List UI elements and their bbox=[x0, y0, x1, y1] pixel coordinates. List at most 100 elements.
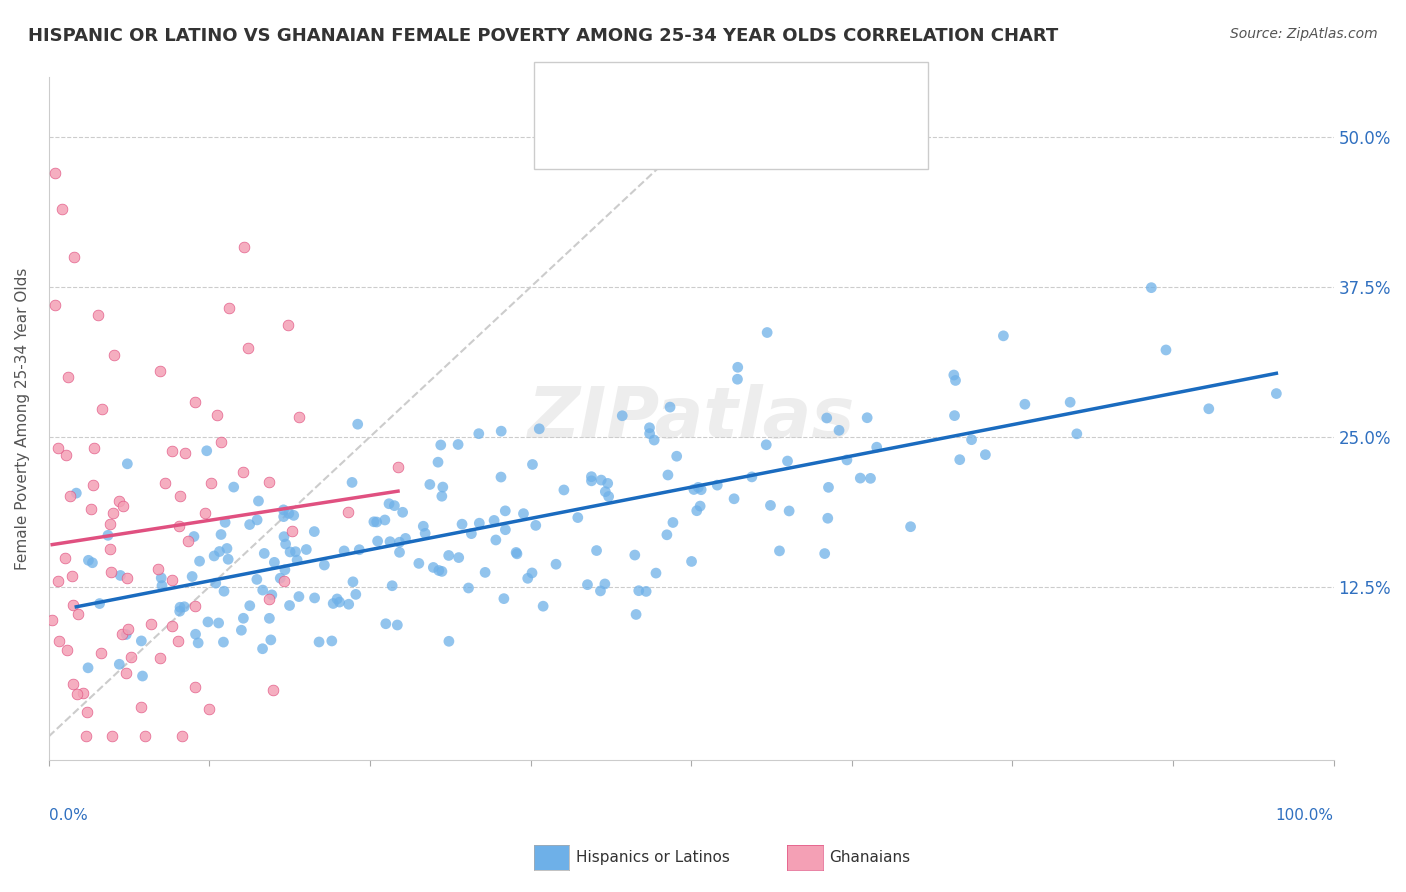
Point bbox=[524, 518, 547, 533]
Point bbox=[859, 471, 882, 485]
Point bbox=[756, 326, 779, 340]
Point bbox=[835, 453, 858, 467]
Point bbox=[170, 730, 193, 744]
Point bbox=[638, 421, 661, 435]
Point bbox=[662, 516, 685, 530]
Point bbox=[468, 516, 491, 531]
Point bbox=[274, 537, 297, 551]
Point bbox=[117, 457, 139, 471]
Point bbox=[67, 607, 90, 621]
Point bbox=[232, 240, 254, 254]
Point bbox=[349, 542, 371, 557]
Point bbox=[108, 657, 131, 672]
Text: HISPANIC OR LATINO VS GHANAIAN FEMALE POVERTY AMONG 25-34 YEAR OLDS CORRELATION : HISPANIC OR LATINO VS GHANAIAN FEMALE PO… bbox=[28, 27, 1059, 45]
Point bbox=[198, 701, 221, 715]
Point bbox=[512, 507, 534, 521]
Point bbox=[134, 730, 156, 744]
Point bbox=[257, 475, 280, 489]
Point bbox=[44, 166, 66, 180]
Point bbox=[1154, 343, 1177, 357]
Point bbox=[849, 471, 872, 485]
Point bbox=[111, 626, 134, 640]
Point bbox=[278, 545, 301, 559]
Point bbox=[101, 506, 124, 520]
Point bbox=[273, 509, 295, 524]
Point bbox=[690, 483, 713, 497]
Point bbox=[117, 622, 139, 636]
Point bbox=[589, 583, 612, 598]
Point bbox=[288, 410, 311, 425]
Point bbox=[218, 301, 240, 316]
Point bbox=[184, 627, 207, 641]
Point bbox=[222, 480, 245, 494]
Text: 100.0%: 100.0% bbox=[1275, 808, 1333, 823]
Point bbox=[489, 424, 512, 438]
Point bbox=[960, 433, 983, 447]
Point bbox=[686, 504, 709, 518]
Point bbox=[252, 583, 274, 598]
Point bbox=[814, 547, 837, 561]
Point bbox=[866, 440, 889, 454]
Point bbox=[340, 475, 363, 490]
Point bbox=[659, 400, 682, 414]
Point bbox=[215, 541, 238, 556]
Point bbox=[585, 543, 607, 558]
Point bbox=[576, 577, 599, 591]
Point bbox=[624, 607, 647, 622]
Point bbox=[529, 422, 551, 436]
Point bbox=[627, 583, 650, 598]
Point bbox=[817, 511, 839, 525]
Point bbox=[205, 408, 228, 422]
Text: Source: ZipAtlas.com: Source: ZipAtlas.com bbox=[1230, 27, 1378, 41]
Point bbox=[100, 565, 122, 579]
Point bbox=[304, 524, 326, 539]
Point bbox=[184, 599, 207, 613]
Point bbox=[80, 502, 103, 516]
Point bbox=[141, 617, 163, 632]
Point bbox=[59, 490, 82, 504]
Text: ZIPatlas: ZIPatlas bbox=[527, 384, 855, 453]
Point bbox=[506, 547, 529, 561]
Point bbox=[723, 491, 745, 506]
Point bbox=[283, 508, 305, 523]
Point bbox=[328, 595, 350, 609]
Point bbox=[815, 411, 838, 425]
Point bbox=[231, 465, 253, 479]
Point bbox=[76, 705, 98, 719]
Point bbox=[204, 576, 226, 591]
Point bbox=[129, 700, 152, 714]
Point bbox=[367, 534, 389, 549]
Point bbox=[48, 633, 70, 648]
Point bbox=[759, 499, 782, 513]
Point bbox=[269, 571, 291, 585]
Point bbox=[44, 298, 66, 312]
Point bbox=[623, 548, 645, 562]
Point bbox=[208, 615, 231, 630]
Point bbox=[460, 526, 482, 541]
Point bbox=[188, 554, 211, 568]
Point bbox=[419, 477, 441, 491]
Point bbox=[62, 676, 84, 690]
Point bbox=[77, 553, 100, 567]
Point bbox=[413, 526, 436, 541]
Point bbox=[273, 530, 295, 544]
Point bbox=[66, 687, 89, 701]
Point bbox=[46, 574, 69, 588]
Point bbox=[346, 417, 368, 432]
Point bbox=[153, 476, 176, 491]
Point bbox=[451, 517, 474, 532]
Point bbox=[166, 634, 188, 648]
Point bbox=[162, 619, 184, 633]
Point bbox=[408, 557, 430, 571]
Point bbox=[217, 552, 239, 566]
Point bbox=[447, 550, 470, 565]
Point bbox=[167, 519, 190, 533]
Point bbox=[72, 686, 94, 700]
Point bbox=[344, 587, 367, 601]
Point bbox=[489, 470, 512, 484]
Point bbox=[683, 483, 706, 497]
Point bbox=[381, 579, 404, 593]
Point bbox=[432, 480, 454, 494]
Point bbox=[257, 591, 280, 606]
Point bbox=[200, 476, 222, 491]
